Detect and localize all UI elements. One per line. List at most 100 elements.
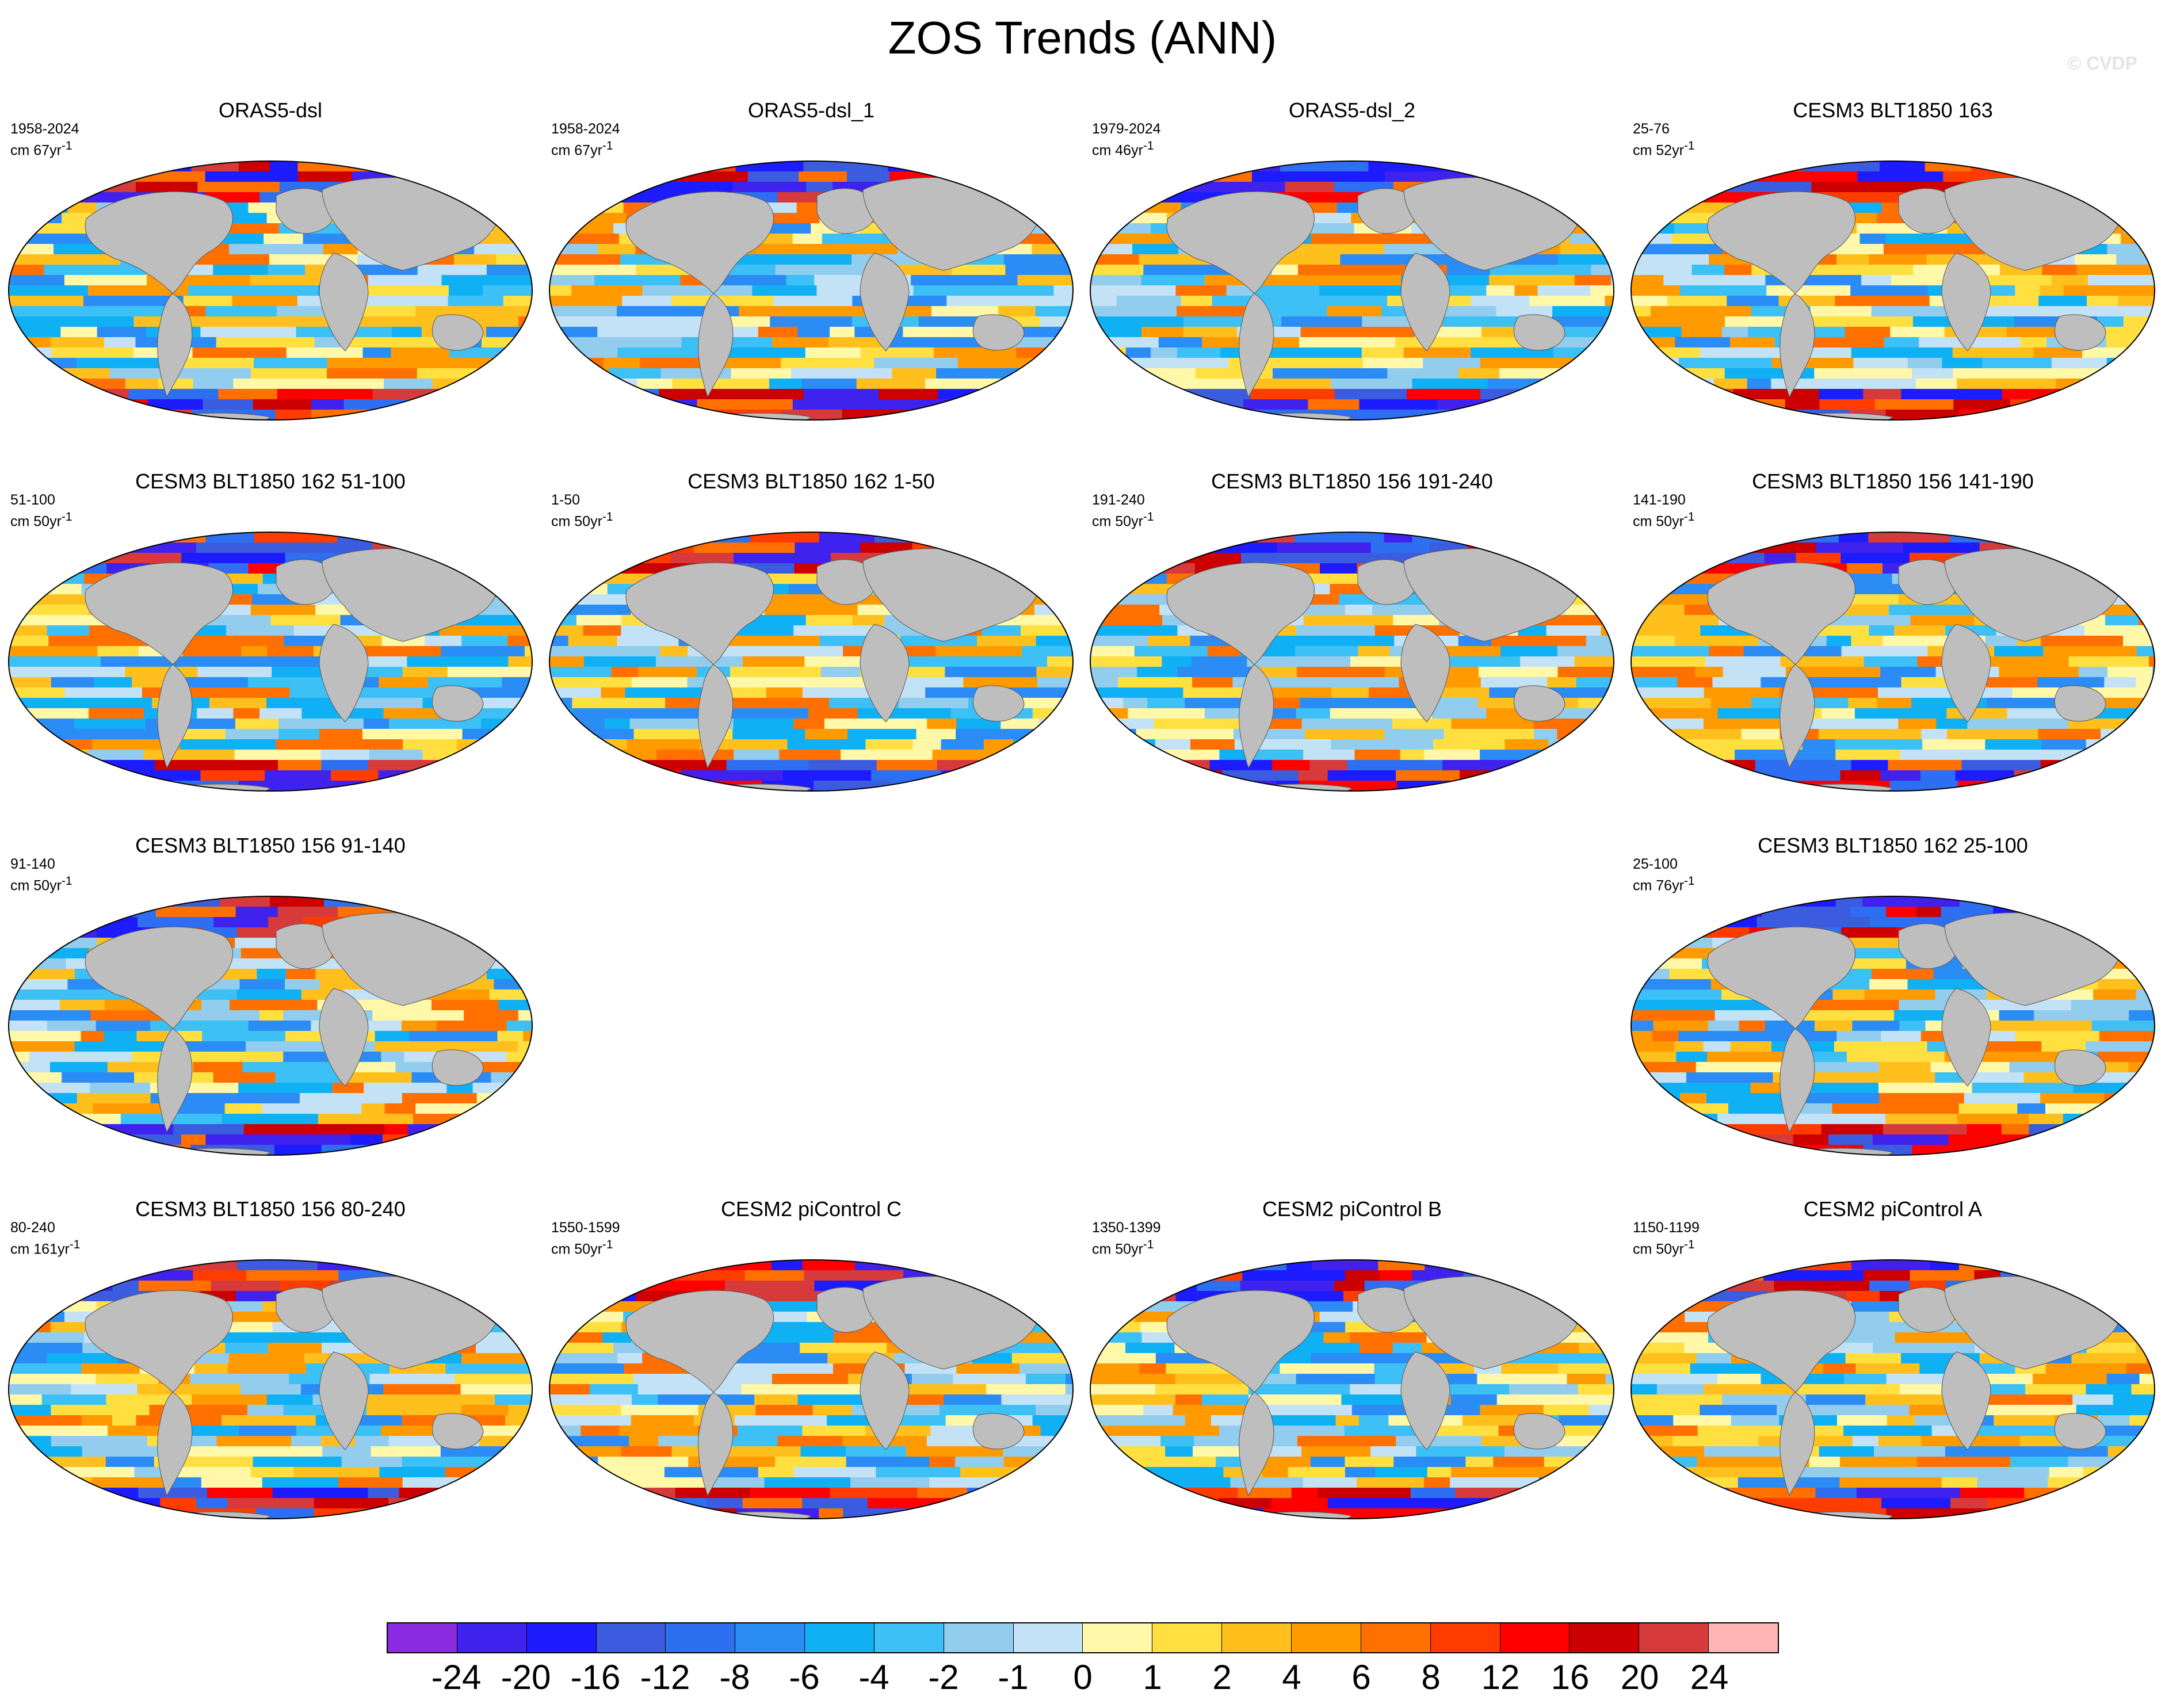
panel-period: 141-190 [1633,492,1686,508]
world-map [8,161,533,421]
colorbar-tick-label: 8 [1421,1658,1441,1696]
colorbar-tick-label: 2 [1212,1658,1232,1696]
colorbar-swatch [666,1623,736,1652]
panel-period: 1550-1599 [551,1220,620,1236]
map-panel: CESM3 BLT1850 163 25-76 cm 52yr-1 [1622,98,2163,460]
panel-period: 1150-1199 [1633,1220,1700,1236]
colorbar-swatch [874,1623,944,1652]
map-panel: CESM2 piControl A 1150-1199 cm 50yr-1 [1622,1197,2163,1559]
colorbar-tick-label: -12 [640,1658,690,1696]
map-panel: ORAS5-dsl_1 1958-2024 cm 67yr-1 [541,98,1082,460]
colorbar-tick-label: 24 [1690,1658,1729,1696]
panel-units: cm 76yr-1 [1633,874,1695,894]
colorbar-swatch [1152,1623,1223,1652]
panel-units: cm 50yr-1 [1633,1238,1695,1258]
panel-title: ORAS5-dsl_2 [1288,98,1416,122]
panel-units: cm 50yr-1 [1092,1238,1154,1258]
colorbar-swatch [526,1623,597,1652]
colorbar-tick-label: 16 [1551,1658,1590,1696]
colorbar-swatch [1083,1623,1153,1652]
panel-units: cm 50yr-1 [1633,510,1695,530]
map-panel: ORAS5-dsl 1958-2024 cm 67yr-1 [0,98,541,460]
colorbar-tick-label: 1 [1143,1658,1162,1696]
colorbar-swatch [596,1623,666,1652]
colorbar-tick-label: -16 [570,1658,621,1696]
panel-period: 25-100 [1633,856,1678,872]
colorbar-swatch [735,1623,805,1652]
colorbar-swatch [1570,1623,1640,1652]
panel-period: 1979-2024 [1092,121,1161,137]
colorbar-swatch [944,1623,1014,1652]
panel-period: 1958-2024 [551,121,620,137]
colorbar [387,1622,1779,1653]
panel-title: CESM3 BLT1850 156 191-240 [1211,469,1493,493]
panel-units: cm 46yr-1 [1092,139,1154,159]
colorbar-tick-label: 4 [1282,1658,1301,1696]
world-map [1631,161,2155,421]
colorbar-tick-label: -24 [431,1658,482,1696]
map-panel: CESM3 BLT1850 156 141-190 141-190 cm 50y… [1622,469,2163,831]
colorbar-tick-label: 6 [1351,1658,1371,1696]
map-panel: CESM3 BLT1850 162 25-100 25-100 cm 76yr-… [1622,833,2163,1195]
panel-units: cm 50yr-1 [551,1238,613,1258]
colorbar-swatch [1361,1623,1431,1652]
world-map [8,532,533,792]
map-panel: CESM3 BLT1850 162 1-50 1-50 cm 50yr-1 [541,469,1082,831]
colorbar-swatch [1291,1623,1361,1652]
colorbar-tick-label: -4 [858,1658,889,1696]
panel-period: 51-100 [10,492,55,508]
panel-period: 80-240 [10,1220,55,1236]
world-map [549,1259,1074,1519]
figure-title: ZOS Trends (ANN) [888,12,1277,63]
colorbar-swatch [1709,1623,1778,1652]
panel-title: CESM2 piControl B [1262,1197,1442,1221]
panel-units: cm 67yr-1 [10,139,72,159]
panel-title: CESM3 BLT1850 156 141-190 [1752,469,2034,493]
colorbar-swatch [388,1623,457,1652]
panel-title: CESM3 BLT1850 162 25-100 [1758,834,2028,857]
panel-period: 191-240 [1092,492,1145,508]
panel-title: CESM3 BLT1850 156 91-140 [135,834,406,857]
panel-title: CESM3 BLT1850 163 [1793,98,1993,122]
panel-period: 1958-2024 [10,121,79,137]
world-map [549,161,1074,421]
map-panel: CESM3 BLT1850 162 51-100 51-100 cm 50yr-… [0,469,541,831]
colorbar-swatch [457,1623,527,1652]
panel-title: CESM2 piControl C [720,1197,902,1221]
panel-units: cm 161yr-1 [10,1238,81,1258]
world-map [1090,532,1614,792]
map-panel: ORAS5-dsl_2 1979-2024 cm 46yr-1 [1082,98,1622,460]
map-panel: CESM3 BLT1850 156 91-140 91-140 cm 50yr-… [0,833,541,1195]
world-map [8,1259,533,1519]
panel-period: 25-76 [1633,121,1670,137]
colorbar-tick-label: -20 [501,1658,551,1696]
colorbar-tick-label: -6 [789,1658,820,1696]
map-panel: CESM2 piControl B 1350-1399 cm 50yr-1 [1082,1197,1622,1559]
watermark: © CVDP [2067,53,2137,74]
colorbar-swatch [1430,1623,1500,1652]
map-panel: CESM3 BLT1850 156 80-240 80-240 cm 161yr… [0,1197,541,1559]
panel-units: cm 50yr-1 [10,874,72,894]
world-map [8,896,533,1156]
panel-period: 91-140 [10,856,55,872]
map-panel: CESM2 piControl C 1550-1599 cm 50yr-1 [541,1197,1082,1559]
panel-units: cm 50yr-1 [10,510,72,530]
panel-title: CESM2 piControl A [1803,1197,1983,1221]
panel-units: cm 67yr-1 [551,139,613,159]
colorbar-swatch [805,1623,875,1652]
world-map [1090,1259,1614,1519]
panel-units: cm 50yr-1 [551,510,613,530]
colorbar-tick-label: -1 [998,1658,1029,1696]
panel-units: cm 52yr-1 [1633,139,1695,159]
panel-title: CESM3 BLT1850 156 80-240 [135,1197,406,1221]
colorbar-swatch [1222,1623,1292,1652]
world-map [549,532,1074,792]
colorbar-tick-label: -2 [928,1658,959,1696]
panel-title: CESM3 BLT1850 162 1-50 [688,469,935,493]
colorbar-swatch [1013,1623,1083,1652]
world-map [1631,1259,2155,1519]
colorbar-tick-label: 12 [1481,1658,1520,1696]
panel-title: ORAS5-dsl_1 [747,98,875,122]
colorbar-swatch [1500,1623,1570,1652]
panel-period: 1350-1399 [1092,1220,1161,1236]
